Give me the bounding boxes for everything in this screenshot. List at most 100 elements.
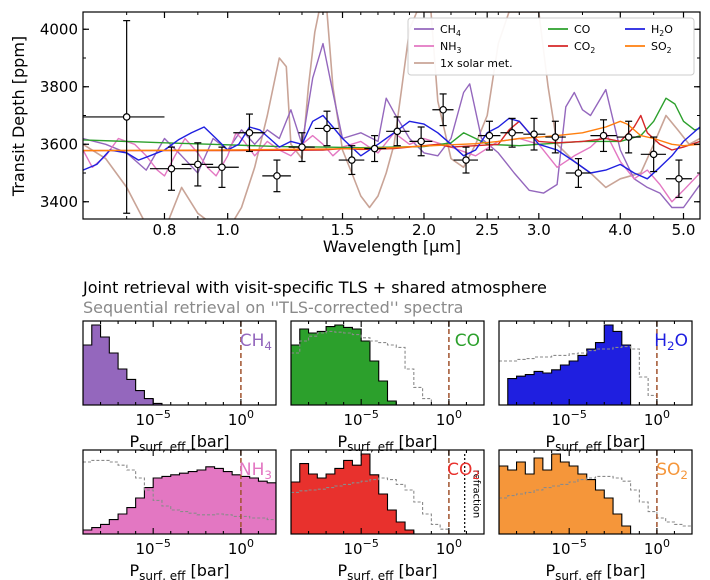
- dashed-histogram: [499, 346, 692, 405]
- data-point: [262, 159, 291, 193]
- legend-entry-so2: SO2: [625, 40, 672, 55]
- svg-text:CO: CO: [574, 23, 591, 36]
- data-point: [288, 132, 315, 163]
- data-point: [453, 146, 478, 174]
- histogram-tick-label: 10−5: [344, 537, 379, 558]
- histogram-x-axis-label: Psurf, eff [bar]: [545, 561, 645, 580]
- y-tick-label: 3400: [40, 193, 78, 211]
- data-point: [545, 120, 566, 154]
- transmission-spectrum-chart: 3400 3600 3800 4000 0.8 1.0 1.5 2.0 2.5 3.0 4.0 5.0…: [9, 11, 701, 256]
- histogram-panel-nh3: NH3 10−5 100 Psurf, eff [bar]: [82, 449, 277, 580]
- top-x-axis-label: Wavelength [μm]: [323, 237, 461, 256]
- data-point: [665, 159, 692, 199]
- legend-entry-nh3: NH3: [414, 40, 462, 55]
- histogram-frame: [290, 449, 485, 535]
- svg-text:CH4: CH4: [440, 23, 461, 38]
- y-tick-label: 3800: [40, 78, 78, 96]
- data-point: [233, 113, 265, 153]
- svg-text:SO2: SO2: [651, 40, 672, 55]
- species-label: H2O: [654, 331, 688, 353]
- model-curve-ch4: [83, 42, 700, 209]
- y-tick-label: 4000: [40, 20, 78, 38]
- section-title-sequential-retrieval: Sequential retrieval on ''TLS-corrected'…: [83, 298, 463, 317]
- histogram-tick-label: 10−5: [136, 408, 171, 429]
- model-curve-co: [83, 97, 700, 149]
- histogram-x-axis-label: Psurf, eff [bar]: [129, 561, 229, 580]
- data-point: [640, 136, 666, 173]
- legend-entry-co2: CO2: [548, 40, 595, 55]
- model-curves: [83, 12, 700, 219]
- data-point: [477, 120, 501, 151]
- x-tick-label: 5.0: [672, 221, 696, 239]
- svg-text:NH3: NH3: [440, 40, 462, 55]
- solid-histogram: [291, 453, 484, 534]
- x-tick-label: 2.5: [475, 221, 499, 239]
- solid-histogram: [499, 453, 692, 534]
- data-point: [338, 145, 365, 176]
- histogram-tick-label: 100: [644, 537, 670, 558]
- data-point: [616, 120, 641, 154]
- legend: CH4 CO H2O NH3 CO2 SO2 1x solar met.: [407, 17, 695, 76]
- legend-entry-ch4: CH4: [414, 23, 461, 38]
- histogram-panel-so2: SO2 10−5 100 Psurf, eff [bar]: [498, 449, 693, 580]
- data-point: [83, 20, 165, 214]
- x-tick-label: 3.0: [527, 221, 551, 239]
- histogram-x-axis-label: Psurf, eff [bar]: [337, 432, 437, 454]
- species-label: CO2: [447, 460, 480, 482]
- species-label: CO: [455, 331, 480, 351]
- solid-histogram: [499, 324, 692, 405]
- model-curve-co2: [83, 114, 700, 152]
- histogram-tick-label: 100: [436, 408, 462, 429]
- top-axis-ticks: 3400 3600 3800 4000 0.8 1.0 1.5 2.0 2.5 3.0 4.0 5.0: [40, 12, 700, 239]
- svg-text:H2O: H2O: [651, 23, 673, 38]
- species-label: SO2: [656, 460, 688, 482]
- species-label: CH4: [240, 331, 272, 353]
- legend-entry-solar: 1x solar met.: [414, 57, 513, 70]
- section-title-joint-retrieval: Joint retrieval with visit-specific TLS …: [82, 278, 547, 297]
- svg-text:CO2: CO2: [574, 40, 595, 55]
- data-points: [83, 20, 692, 214]
- histogram-frame: [82, 320, 277, 406]
- histogram-frame: [498, 449, 693, 535]
- x-tick-label: 1.5: [331, 221, 355, 239]
- histogram-frame: [498, 320, 693, 406]
- legend-entry-h2o: H2O: [625, 23, 673, 38]
- species-label: NH3: [239, 460, 272, 482]
- data-point: [314, 110, 339, 147]
- data-point: [149, 146, 192, 191]
- histogram-tick-label: 100: [228, 408, 254, 429]
- data-point: [386, 116, 410, 147]
- histogram-tick-label: 100: [644, 408, 670, 429]
- data-point: [409, 126, 433, 157]
- histogram-panel-co: CO 10−5 100 Psurf, eff [bar]: [290, 320, 485, 454]
- data-point: [364, 135, 387, 163]
- histogram-x-axis-label: Psurf, eff [bar]: [337, 561, 437, 580]
- histogram-tick-label: 100: [436, 537, 462, 558]
- x-tick-label: 0.8: [153, 221, 177, 239]
- refraction-label: refraction: [471, 470, 482, 518]
- data-point: [500, 117, 524, 148]
- y-tick-label: 3600: [40, 135, 78, 153]
- data-point: [181, 142, 214, 187]
- histogram-frame: [82, 449, 277, 535]
- histogram-x-axis-label: Psurf, eff [bar]: [545, 432, 645, 454]
- svg-text:1x solar met.: 1x solar met.: [440, 57, 513, 70]
- histogram-panel-h2o: H2O 10−5 100 Psurf, eff [bar]: [498, 320, 693, 454]
- dashed-histogram: [83, 459, 276, 521]
- x-tick-label: 1.0: [216, 221, 240, 239]
- model-curve-h2o: [83, 114, 700, 180]
- histogram-tick-label: 10−5: [344, 408, 379, 429]
- histogram-tick-label: 100: [228, 537, 254, 558]
- data-point: [207, 146, 239, 188]
- top-y-axis-label: Transit Depth [ppm]: [9, 36, 28, 197]
- solid-histogram: [83, 466, 276, 534]
- x-tick-label: 4.0: [608, 221, 632, 239]
- histogram-frame: [290, 320, 485, 406]
- x-tick-label: 2.0: [412, 221, 436, 239]
- histogram-x-axis-label: Psurf, eff [bar]: [129, 432, 229, 454]
- histogram-panel-ch4: CH4 10−5 100 Psurf, eff [bar]: [82, 320, 277, 454]
- dashed-histogram: [291, 477, 484, 534]
- histogram-grid: CH4 10−5 100 Psurf, eff [bar] CO 10−5 100 Psurf…: [82, 320, 693, 580]
